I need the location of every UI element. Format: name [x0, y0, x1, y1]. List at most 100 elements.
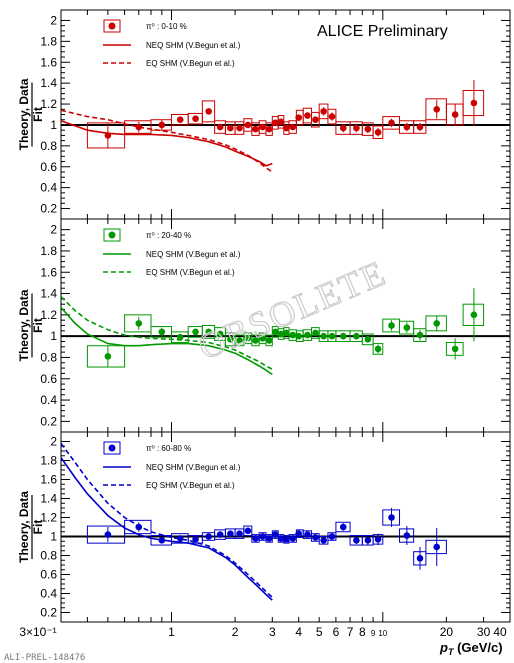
data-marker: [312, 116, 319, 124]
data-marker: [304, 331, 311, 339]
panel-middle: 0.2 0.4 0.6 0.8 1 1.2 1.4 1.6 1.8 2 π⁰ : 20-40 % NE…: [17, 218, 511, 433]
y-axis-label-denominator: Fit: [31, 318, 45, 333]
data-point: [413, 328, 427, 342]
data-marker: [265, 125, 273, 133]
data-marker: [216, 330, 224, 338]
legend-marker: [108, 22, 116, 30]
data-marker: [192, 536, 199, 543]
data-point: [302, 107, 313, 124]
data-point: [86, 122, 126, 149]
data-point: [243, 332, 253, 345]
x-tick-label: 10: [378, 629, 387, 638]
data-marker: [374, 345, 382, 353]
data-marker: [176, 535, 184, 542]
data-marker: [283, 124, 290, 132]
data-marker: [320, 537, 327, 544]
data-marker: [433, 105, 441, 113]
data-point: [399, 320, 415, 335]
data-marker: [227, 336, 234, 343]
legend: π⁰ : 60-80 % NEQ SHM (V.Begun et al.) EQ S…: [103, 441, 241, 490]
data-point: [327, 330, 337, 342]
data-marker: [374, 536, 382, 543]
y-tick-label: 0.6: [40, 372, 57, 386]
data-marker: [277, 535, 285, 542]
data-point: [170, 114, 189, 126]
data-marker: [312, 329, 319, 337]
systematic-error-box: [288, 534, 297, 543]
data-marker: [272, 531, 279, 538]
data-point: [372, 533, 384, 546]
data-marker: [265, 337, 273, 344]
data-point: [201, 100, 216, 123]
y-axis-label-numerator: Theory, Data: [17, 78, 31, 150]
systematic-error-box: [399, 320, 415, 335]
systematic-error-box: [124, 314, 152, 333]
data-marker: [304, 531, 311, 538]
data-point: [425, 527, 447, 566]
data-point: [283, 535, 290, 544]
data-point: [382, 508, 401, 527]
y-tick-label: 0.8: [40, 350, 57, 364]
x-tick-label: 9: [371, 629, 376, 638]
systematic-error-box: [335, 521, 351, 533]
y-tick-label: 1.2: [40, 511, 57, 525]
data-marker: [252, 125, 259, 133]
data-marker: [104, 353, 112, 360]
data-point: [399, 526, 415, 546]
data-marker: [364, 537, 372, 544]
data-point: [288, 120, 297, 134]
systematic-error-box: [372, 343, 384, 355]
data-marker: [259, 334, 266, 342]
data-marker: [403, 532, 411, 539]
y-tick-label: 1.6: [40, 55, 57, 69]
legend: π⁰ : 20-40 % NEQ SHM (V.Begun et al.) EQ S…: [103, 228, 241, 277]
data-point: [335, 121, 351, 135]
legend-neq-label: NEQ SHM (V.Begun et al.): [146, 250, 241, 259]
y-axis-label-numerator: Theory, Data: [17, 289, 31, 361]
y-tick-label: 1: [50, 329, 57, 343]
data-point: [187, 112, 203, 125]
data-point: [234, 528, 245, 539]
data-point: [258, 532, 267, 541]
systematic-error-box: [413, 120, 427, 134]
data-marker: [252, 337, 259, 344]
legend-marker-box: [103, 19, 121, 33]
data-marker: [176, 116, 184, 124]
systematic-error-box: [327, 108, 337, 125]
data-point: [124, 519, 152, 535]
legend: π⁰ : 0-10 % NEQ SHM (V.Begun et al.) EQ SH…: [103, 19, 241, 68]
y-tick-label: 0.4: [40, 393, 57, 407]
x-tick-label: 7: [347, 625, 354, 639]
eq-shm-curve: [61, 109, 273, 173]
data-point: [413, 120, 427, 134]
x-tick-label: 20: [440, 625, 454, 639]
panel-frame: [60, 431, 511, 623]
legend-neq-label: NEQ SHM (V.Begun et al.): [146, 41, 241, 50]
data-point: [318, 103, 329, 120]
data-marker: [244, 527, 252, 535]
data-marker: [295, 332, 302, 340]
data-point: [399, 120, 415, 134]
panel-frame: [60, 9, 511, 220]
data-marker: [236, 337, 243, 344]
x-tick-label: 8: [359, 625, 366, 639]
data-marker: [236, 530, 243, 537]
data-marker: [416, 555, 424, 562]
y-tick-label: 1.4: [40, 287, 57, 301]
data-marker: [433, 320, 441, 327]
legend-eq-label: EQ SHM (V.Begun et al.): [146, 268, 235, 277]
legend-data-label: π⁰ : 0-10 %: [146, 22, 187, 31]
data-marker: [135, 523, 143, 531]
data-point: [311, 533, 320, 542]
data-point: [214, 529, 226, 540]
data-marker: [104, 132, 112, 139]
data-marker: [328, 113, 336, 120]
y-tick-label: 1.8: [40, 454, 57, 468]
systematic-error-box: [86, 345, 126, 368]
data-marker: [403, 324, 411, 331]
data-marker: [304, 112, 311, 119]
data-point: [361, 122, 374, 136]
data-marker: [364, 125, 372, 133]
data-marker: [265, 535, 273, 542]
